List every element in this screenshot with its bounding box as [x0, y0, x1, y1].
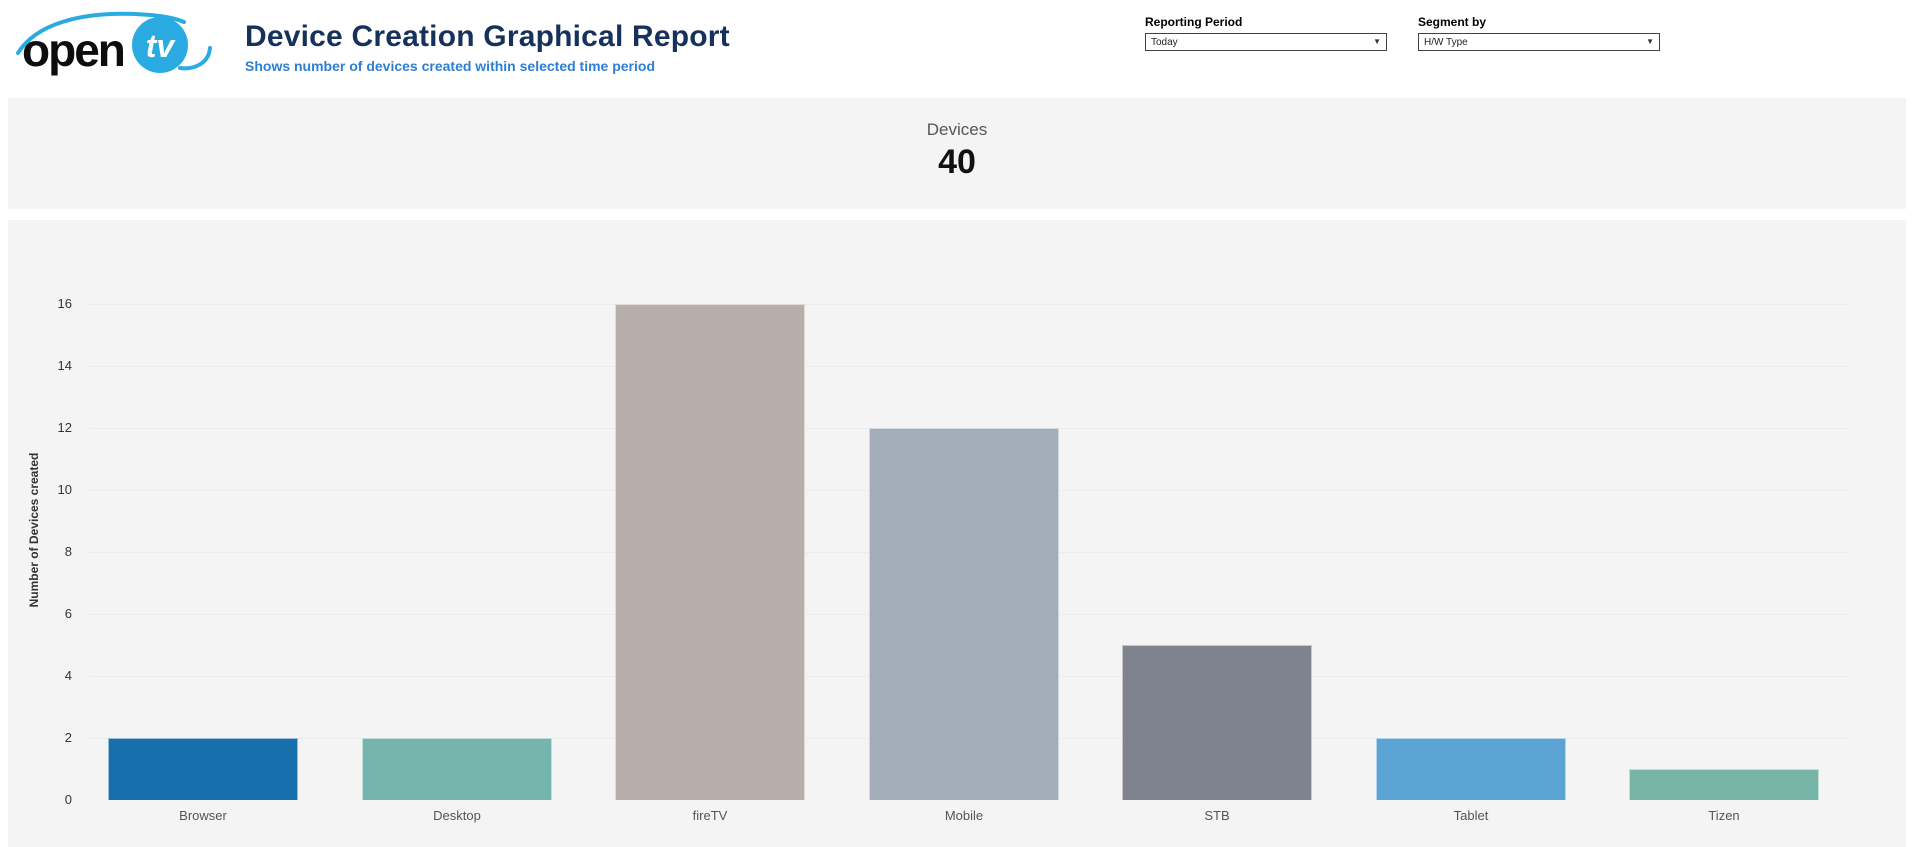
x-category-label-Tizen: Tizen [1708, 808, 1740, 823]
opentv-logo: open tv [16, 11, 212, 76]
logo-tv-circle [132, 17, 188, 73]
segment-by-select[interactable]: H/W Type ▼ [1418, 33, 1660, 51]
reporting-period-label: Reporting Period [1145, 15, 1243, 29]
y-axis-title: Number of Devices created [27, 452, 41, 608]
kpi-band: Devices 40 [8, 98, 1906, 209]
chevron-down-icon: ▼ [1646, 37, 1654, 46]
logo-open-text: open [22, 24, 124, 76]
bar-chart: Number of Devices created 0 2 4 6 8 10 12 14 16 B… [8, 220, 1906, 847]
bar-Tablet[interactable] [1376, 738, 1566, 800]
x-category-label-Browser: Browser [179, 808, 227, 823]
y-tick-label-4: 4 [64, 668, 72, 683]
bar-STB[interactable] [1122, 645, 1312, 800]
logo-tv-text: tv [146, 28, 177, 64]
reporting-period-control: Reporting Period Today ▼ [1145, 15, 1387, 51]
y-tick-label-6: 6 [64, 606, 72, 621]
logo-swoosh-tail [178, 46, 212, 71]
reporting-period-value: Today [1151, 36, 1178, 48]
bar-Browser[interactable] [108, 738, 298, 800]
title-block: Device Creation Graphical Report Shows n… [245, 20, 730, 74]
y-tick-label-12: 12 [57, 420, 72, 435]
y-tick-label-10: 10 [57, 482, 72, 497]
y-tick-label-16: 16 [57, 296, 72, 311]
x-category-label-Mobile: Mobile [944, 808, 984, 823]
segment-by-control: Segment by H/W Type ▼ [1418, 15, 1660, 51]
y-tick-label-14: 14 [57, 358, 72, 373]
bar-Desktop[interactable] [362, 738, 552, 800]
logo-swoosh-top [16, 11, 186, 55]
y-tick-label-2: 2 [64, 730, 72, 745]
segment-by-label: Segment by [1418, 15, 1487, 29]
kpi-label: Devices [926, 120, 988, 139]
page-title: Device Creation Graphical Report [245, 20, 730, 53]
x-category-label-STB: STB [1204, 808, 1230, 823]
kpi-value: 40 [938, 143, 976, 181]
bar-Tizen[interactable] [1629, 769, 1819, 800]
bar-Mobile[interactable] [869, 428, 1059, 800]
y-tick-label-8: 8 [64, 544, 72, 559]
reporting-period-select[interactable]: Today ▼ [1145, 33, 1387, 51]
x-category-label-Tablet: Tablet [1453, 808, 1489, 823]
gridline-y14 [90, 366, 1848, 367]
segment-by-value: H/W Type [1424, 36, 1468, 48]
header: open tv Device Creation Graphical Report… [0, 0, 1914, 98]
page-subtitle: Shows number of devices created within s… [245, 58, 655, 74]
x-category-label-fireTV: fireTV [692, 808, 728, 823]
chevron-down-icon: ▼ [1373, 37, 1381, 46]
x-category-label-Desktop: Desktop [433, 808, 481, 823]
bar-fireTV[interactable] [615, 304, 805, 800]
gridline-y16 [90, 304, 1848, 305]
y-tick-label-0: 0 [64, 792, 72, 807]
